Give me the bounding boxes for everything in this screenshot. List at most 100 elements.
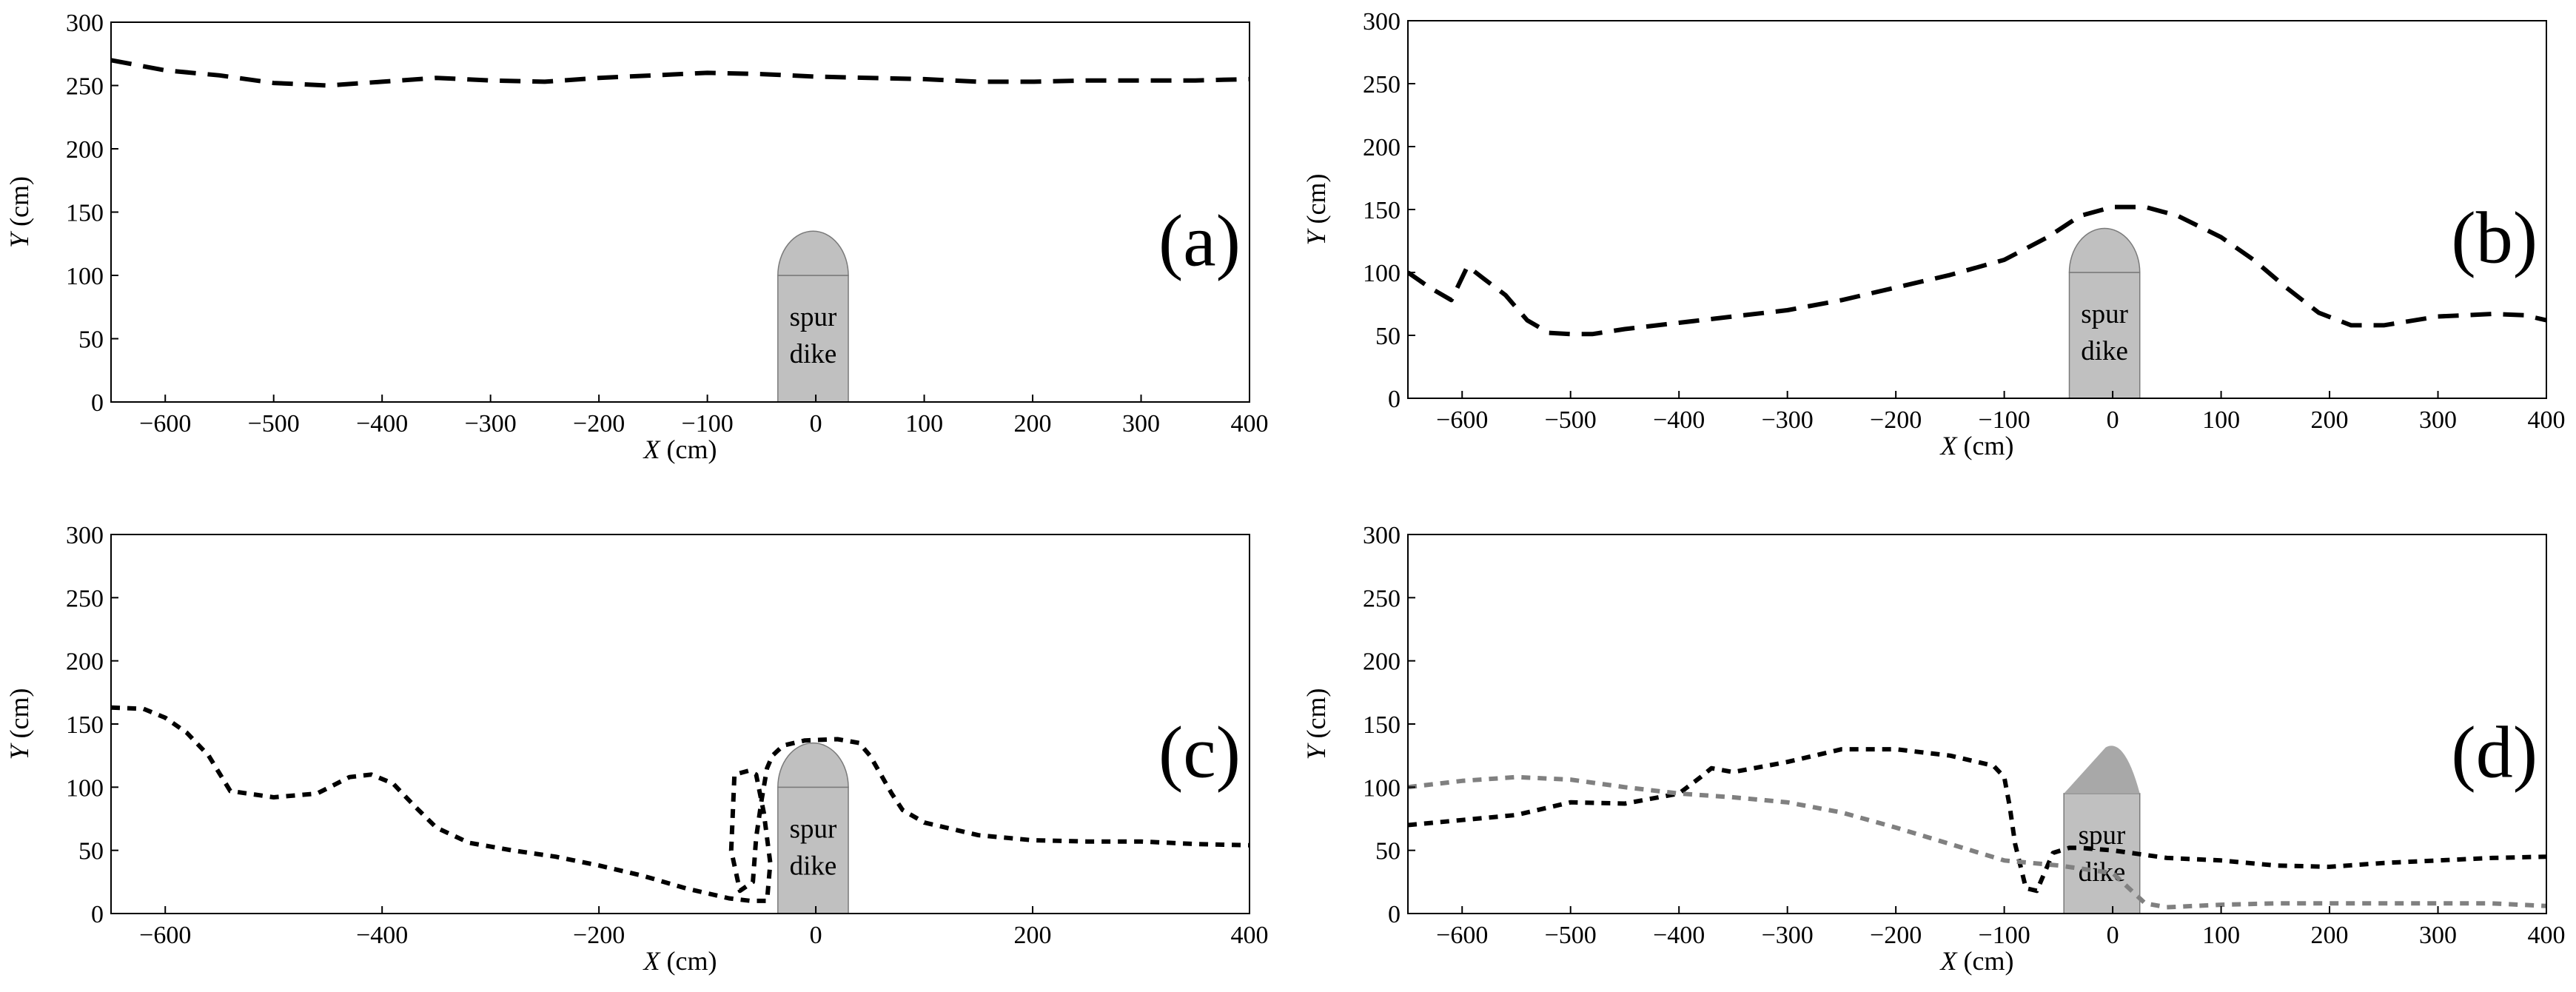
y-axis-unit: (cm) [4, 688, 34, 745]
x-tick-label: −300 [1762, 406, 1814, 434]
x-tick-label: 0 [810, 410, 822, 438]
y-tick-label: 300 [1363, 522, 1401, 549]
spur-dike-label-line2: dike [790, 851, 837, 881]
y-tick-label: 0 [91, 901, 104, 928]
y-tick-label: 50 [78, 326, 104, 354]
panel-label: (b) [2451, 196, 2538, 278]
x-axis-unit: (cm) [1957, 946, 2014, 976]
x-tick-label: 100 [2202, 922, 2240, 949]
plot-frame [110, 21, 1250, 403]
x-axis-variable: X [643, 946, 662, 976]
series-line-boundary [1408, 204, 2546, 337]
x-tick-label: 100 [905, 410, 943, 438]
y-tick-label: 100 [1363, 260, 1401, 287]
panel-label: (c) [1158, 711, 1241, 794]
x-axis-variable: X [1939, 946, 1959, 976]
x-tick-label: −300 [1762, 922, 1814, 949]
y-axis-label: Y (cm) [4, 176, 34, 248]
x-tick-label: 300 [2419, 406, 2457, 434]
x-tick-label: −500 [248, 410, 300, 438]
y-tick-label: 150 [66, 711, 104, 739]
spur-dike: spur dike [2068, 227, 2141, 399]
x-tick-label: −400 [356, 410, 408, 438]
x-tick-label: −200 [1870, 406, 1922, 434]
x-tick-label: −400 [1653, 922, 1705, 949]
spur-dike-cap [777, 230, 849, 276]
y-tick-label: 200 [1363, 649, 1401, 676]
x-tick-label: −600 [1436, 406, 1488, 434]
x-tick-label: 200 [1014, 922, 1052, 949]
x-axis-unit: (cm) [660, 435, 717, 464]
x-tick-label: 400 [2528, 406, 2566, 434]
y-tick-label: 200 [1363, 134, 1401, 161]
x-axis-variable: X [643, 435, 662, 464]
chart-panel-2: spur dike −600 −500 −400 −300 −200 −100 0 100 200 3… [1301, 8, 2566, 460]
y-axis-label: Y (cm) [1301, 688, 1331, 760]
y-axis-unit: (cm) [1301, 174, 1331, 231]
spur-dike: spur dike [777, 742, 849, 914]
x-tick-label: −400 [1653, 406, 1705, 434]
spur-dike-cap [777, 742, 849, 788]
x-tick-label: −100 [1979, 922, 2030, 949]
spur-dike-body [2068, 272, 2141, 399]
x-tick-label: 200 [2311, 406, 2349, 434]
x-tick-label: 400 [2528, 922, 2566, 949]
spur-dike-label-line1: spur [790, 302, 837, 332]
plot-frame [110, 534, 1250, 914]
spur-dike-label-line1: spur [790, 814, 837, 844]
y-axis-label: Y (cm) [1301, 174, 1331, 246]
chart-panel-1: spur dike −600 −500 −400 −300 −200 −100 0 100 200 3… [4, 10, 1269, 464]
x-axis-unit: (cm) [660, 946, 717, 976]
spur-dike-label-line2: dike [790, 339, 837, 369]
x-tick-label: −300 [465, 410, 517, 438]
series-line-boundary [111, 58, 1250, 88]
y-axis-unit: (cm) [1301, 688, 1331, 745]
y-tick-label: 250 [1363, 585, 1401, 612]
y-axis-label: Y (cm) [4, 688, 34, 760]
x-tick-label: −200 [1870, 922, 1922, 949]
y-tick-label: 200 [66, 649, 104, 676]
y-tick-label: 100 [1363, 774, 1401, 802]
x-tick-label: 300 [1122, 410, 1160, 438]
x-tick-label: 400 [1231, 410, 1269, 438]
x-axis-label: X (cm) [1939, 946, 2014, 976]
x-tick-label: −600 [139, 410, 191, 438]
y-tick-label: 0 [1388, 901, 1401, 928]
series-line-boundary-dark [1408, 747, 2546, 894]
y-tick-label: 150 [1363, 711, 1401, 739]
y-axis-variable: Y [4, 743, 34, 760]
x-tick-label: −500 [1545, 406, 1597, 434]
x-axis-label: X (cm) [643, 435, 717, 464]
y-tick-label: 300 [1363, 8, 1401, 36]
spur-dike-body [2063, 793, 2141, 914]
plot-frame [1407, 534, 2547, 914]
x-tick-label: 200 [1014, 410, 1052, 438]
y-tick-label: 150 [1363, 197, 1401, 224]
y-tick-label: 200 [66, 136, 104, 164]
spur-dike-label-line1: spur [2081, 299, 2128, 329]
x-tick-label: −100 [682, 410, 734, 438]
y-tick-label: 0 [1388, 386, 1401, 413]
x-tick-label: −100 [1979, 406, 2030, 434]
spur-dike: spur dike [777, 230, 849, 403]
x-tick-label: 300 [2419, 922, 2457, 949]
y-axis-unit: (cm) [4, 176, 34, 233]
y-tick-label: 250 [1363, 71, 1401, 98]
x-tick-label: −200 [573, 922, 625, 949]
spur-dike-cap [2064, 745, 2140, 794]
x-axis-unit: (cm) [1957, 431, 2014, 460]
y-tick-label: 100 [66, 263, 104, 290]
y-tick-label: 300 [66, 522, 104, 549]
x-axis-label: X (cm) [1939, 431, 2014, 460]
x-tick-label: −400 [356, 922, 408, 949]
y-tick-label: 0 [91, 389, 104, 417]
x-tick-label: 100 [2202, 406, 2240, 434]
y-axis-variable: Y [4, 230, 34, 248]
x-axis-variable: X [1939, 431, 1959, 460]
x-tick-label: −600 [1436, 922, 1488, 949]
y-axis-variable: Y [1301, 228, 1331, 246]
series-line-boundary [111, 705, 1250, 903]
x-tick-label: 0 [2107, 406, 2119, 434]
